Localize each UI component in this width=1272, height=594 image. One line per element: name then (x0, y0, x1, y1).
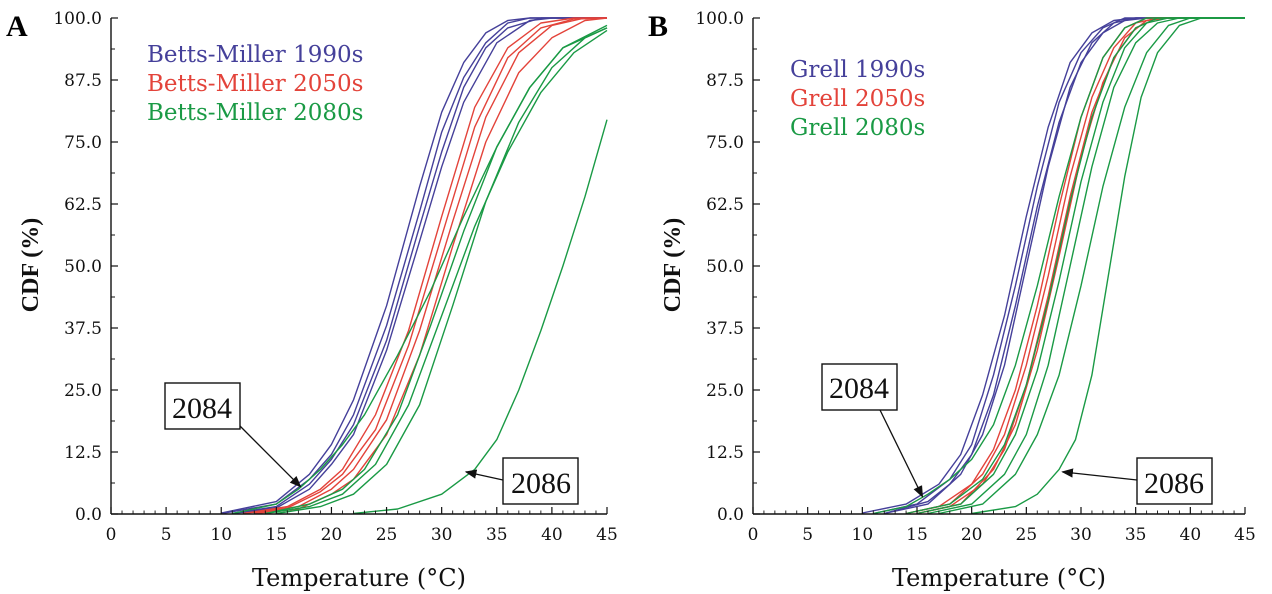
series-line-2080s-9 (905, 17, 1245, 515)
legend-entry: Betts-Miller 1990s (147, 42, 363, 68)
annotation-arrow (464, 469, 504, 481)
x-tick-label: 30 (431, 525, 453, 545)
series-line-1990s-2 (232, 17, 607, 515)
panel-a-axes: 0.0 12.5 25.0 37.5 50.0 62.5 75.0 87.5 100.0 0 5 10… (53, 9, 617, 545)
panel-b-x-axis-title: Temperature (°C) (892, 564, 1106, 592)
annotation-box (164, 382, 241, 430)
x-tick-label: 15 (266, 525, 288, 545)
y-tick-label: 62.5 (64, 195, 102, 215)
x-tick-label: 0 (106, 525, 117, 545)
x-tick-label: 20 (321, 525, 343, 545)
series-line-2080s-10 (916, 17, 1245, 515)
y-tick-label: 100.0 (695, 9, 744, 29)
series-line-2080s-12 (938, 17, 1245, 515)
y-tick-label: 50.0 (64, 257, 102, 277)
panel-a-label: A (6, 10, 28, 43)
series-line-2080s-13 (971, 17, 1245, 515)
y-tick-label: 25.0 (706, 381, 744, 401)
series-line-2050s-5 (905, 17, 1245, 515)
legend-entry: Betts-Miller 2080s (147, 100, 363, 126)
series-line-2080s-9 (265, 24, 608, 515)
series-line-1990s-0 (862, 17, 1245, 514)
x-tick-label: 35 (1125, 525, 1147, 545)
series-line-2050s-4 (243, 17, 607, 515)
series-line-2050s-5 (243, 17, 608, 515)
annotation-arrow (879, 409, 924, 498)
y-tick-label: 50.0 (706, 257, 744, 277)
panel-b: B CDF (%) Temperature (°C) 0.0 12.5 25.0 37… (648, 9, 1256, 592)
annotation-label: 2086 (1144, 467, 1204, 500)
panel-b-y-axis-title: CDF (%) (660, 218, 686, 312)
legend-entry: Betts-Miller 2050s (147, 71, 363, 97)
annotation-label: 2084 (829, 372, 889, 405)
series-line-2080s-11 (927, 17, 1245, 515)
y-tick-label: 0.0 (75, 505, 102, 525)
panel-a-y-axis-title: CDF (%) (18, 218, 44, 312)
panel-b-annotations: 2084 2086 (821, 363, 1213, 505)
panel-b-label: B (648, 10, 668, 43)
x-tick-label: 40 (541, 525, 563, 545)
y-tick-label: 37.5 (706, 319, 744, 339)
x-tick-label: 45 (596, 525, 618, 545)
series-line-1990s-3 (884, 17, 1245, 515)
x-tick-label: 40 (1180, 525, 1202, 545)
x-tick-label: 10 (210, 525, 232, 545)
y-tick-label: 12.5 (706, 443, 744, 463)
y-tick-label: 25.0 (64, 381, 102, 401)
annotation-arrow (1061, 468, 1138, 481)
y-tick-label: 75.0 (706, 133, 744, 153)
series-line-2050s-6 (254, 17, 607, 515)
panel-b-axes: 0.0 12.5 25.0 37.5 50.0 62.5 75.0 87.5 100.0 0 5 10… (695, 9, 1255, 545)
legend-entry: Grell 1990s (790, 57, 925, 83)
y-tick-label: 87.5 (64, 71, 102, 91)
legend-entry: Grell 2080s (790, 115, 925, 141)
legend-entry: Grell 2050s (790, 86, 925, 112)
series-line-1990s-2 (884, 17, 1245, 515)
panel-a-x-axis-title: Temperature (°C) (252, 564, 466, 592)
series-line-2080s-12 (353, 119, 608, 515)
y-tick-label: 12.5 (64, 443, 102, 463)
annotation-box (1136, 457, 1213, 505)
y-tick-label: 0.0 (717, 505, 744, 525)
x-tick-label: 10 (852, 525, 874, 545)
panel-a-series-group (221, 17, 608, 515)
panel-a-annotations: 2084 2086 (164, 382, 579, 505)
annotation-box (821, 363, 898, 411)
panel-b-series-group (862, 17, 1245, 515)
panel-b-legend: Grell 1990s Grell 2050s Grell 2080s (790, 57, 925, 141)
series-line-2080s-10 (265, 29, 608, 515)
series-line-1990s-1 (873, 17, 1245, 515)
x-tick-label: 25 (1016, 525, 1038, 545)
x-tick-label: 35 (486, 525, 508, 545)
y-tick-label: 75.0 (64, 133, 102, 153)
x-tick-label: 5 (802, 525, 813, 545)
panel-a-legend: Betts-Miller 1990s Betts-Miller 2050s Bett… (147, 42, 363, 126)
annotation-box (502, 457, 579, 505)
series-line-1990s-3 (232, 17, 607, 515)
y-tick-label: 37.5 (64, 319, 102, 339)
x-tick-label: 0 (748, 525, 759, 545)
annotation-arrow (239, 425, 302, 488)
series-line-1990s-0 (221, 17, 607, 514)
x-tick-label: 5 (161, 525, 172, 545)
series-line-2050s-7 (916, 17, 1245, 515)
panel-a: A CDF (%) Temperature (°C) 0.0 12.5 25.0 37… (6, 9, 618, 592)
y-tick-label: 62.5 (706, 195, 744, 215)
series-line-2080s-8 (873, 17, 1245, 515)
annotation-label: 2086 (511, 467, 571, 500)
y-tick-label: 87.5 (706, 71, 744, 91)
x-tick-label: 15 (906, 525, 928, 545)
y-tick-label: 100.0 (53, 9, 102, 29)
x-tick-label: 20 (961, 525, 983, 545)
annotation-label: 2084 (172, 392, 232, 425)
x-tick-label: 30 (1070, 525, 1092, 545)
x-tick-label: 45 (1234, 525, 1256, 545)
series-line-2080s-11 (276, 27, 608, 515)
x-tick-label: 25 (376, 525, 398, 545)
